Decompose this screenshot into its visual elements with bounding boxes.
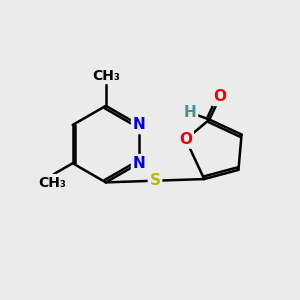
- Text: CH₃: CH₃: [38, 176, 66, 190]
- Text: H: H: [184, 105, 196, 120]
- Text: N: N: [133, 118, 146, 133]
- Text: CH₃: CH₃: [92, 68, 120, 83]
- Text: O: O: [179, 132, 192, 147]
- Text: N: N: [133, 156, 146, 171]
- Text: S: S: [149, 173, 161, 188]
- Text: O: O: [214, 89, 226, 104]
